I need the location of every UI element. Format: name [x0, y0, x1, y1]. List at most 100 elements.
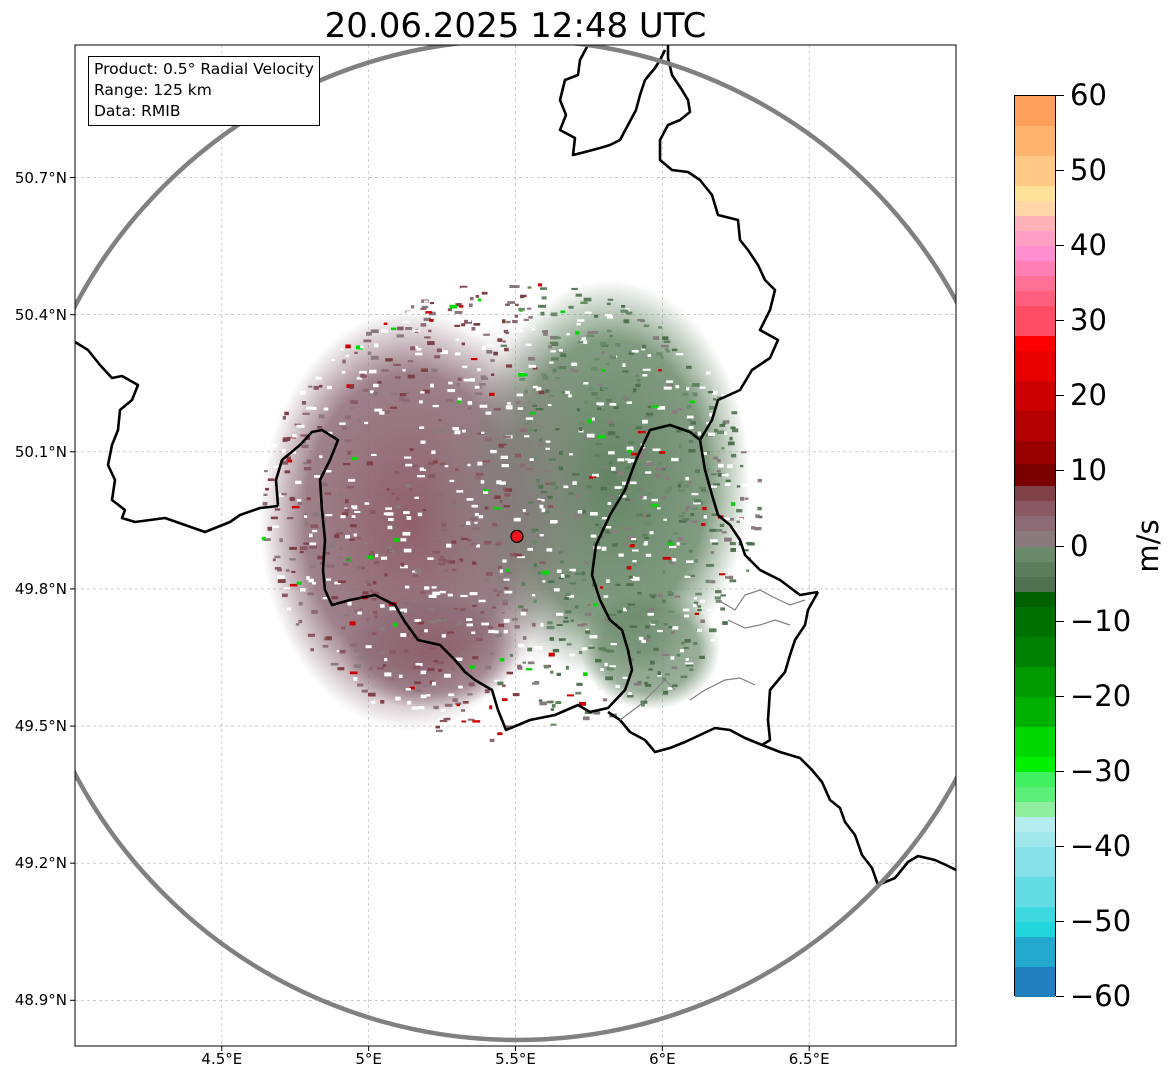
echo-gate	[423, 389, 430, 394]
echo-gate	[404, 602, 410, 605]
echo-gate	[448, 693, 455, 697]
echo-gate	[606, 666, 614, 671]
echo-gate	[471, 631, 476, 635]
echo-gate	[529, 412, 536, 415]
echo-gate	[755, 514, 760, 518]
echo-gate	[476, 544, 480, 548]
echo-gate	[395, 696, 401, 701]
echo-gate	[688, 426, 694, 430]
echo-gate	[709, 528, 718, 532]
echo-gate	[565, 593, 571, 597]
echo-gate	[710, 539, 718, 543]
echo-gate	[352, 506, 358, 510]
echo-gate	[534, 429, 538, 432]
echo-gate	[713, 456, 718, 460]
echo-gate	[624, 527, 632, 530]
echo-gate	[459, 285, 468, 289]
echo-gate	[485, 411, 492, 415]
echo-gate	[412, 604, 417, 607]
colorbar-tickmark	[1056, 545, 1064, 547]
echo-gate	[402, 369, 406, 372]
echo-gate	[613, 406, 619, 410]
echo-gate	[298, 501, 302, 505]
echo-gate	[394, 538, 399, 542]
echo-gate	[575, 331, 580, 335]
echo-gate	[667, 687, 673, 690]
echo-gate	[458, 685, 463, 689]
echo-gate	[379, 651, 385, 654]
echo-gate	[279, 538, 283, 543]
echo-gate	[640, 495, 644, 499]
echo-gate	[583, 382, 589, 385]
echo-gate	[342, 359, 346, 364]
echo-gate	[489, 705, 493, 710]
echo-gate	[635, 383, 641, 387]
echo-gate	[552, 487, 556, 491]
echo-gate	[481, 345, 486, 350]
echo-gate	[549, 394, 554, 397]
echo-gate	[289, 546, 297, 550]
echo-gate	[353, 649, 359, 653]
echo-gate	[697, 431, 701, 436]
echo-gate	[642, 496, 647, 500]
echo-gate	[663, 690, 668, 695]
echo-gate	[572, 689, 579, 692]
echo-gate	[628, 575, 633, 579]
echo-gate	[603, 466, 608, 469]
echo-gate	[386, 488, 390, 491]
echo-speckles	[261, 283, 763, 743]
echo-gate	[637, 591, 642, 595]
echo-gate	[289, 583, 298, 587]
colorbar-bin	[1015, 726, 1055, 758]
echo-gate	[284, 470, 291, 474]
echo-gate	[526, 688, 531, 692]
echo-gate	[307, 633, 315, 637]
luxembourg-districts	[619, 589, 806, 721]
echo-gate	[685, 662, 694, 665]
echo-gate	[678, 444, 682, 449]
echo-gate	[349, 538, 355, 541]
colorbar-bin	[1015, 801, 1055, 818]
echo-gate	[693, 500, 701, 505]
echo-gate	[323, 407, 329, 411]
echo-gate	[384, 672, 392, 677]
echo-gate	[501, 464, 509, 468]
echo-gate	[708, 628, 717, 633]
echo-gate	[499, 481, 506, 485]
echo-gate	[628, 692, 632, 695]
echo-gate	[375, 553, 379, 558]
echo-gate	[681, 641, 685, 645]
echo-gate	[438, 418, 442, 422]
echo-gate	[274, 508, 281, 511]
echo-gate	[478, 298, 481, 302]
echo-gate	[422, 684, 430, 687]
echo-gate	[419, 467, 427, 471]
echo-gate	[585, 630, 591, 634]
echo-gate	[643, 514, 651, 518]
echo-gate	[624, 498, 630, 502]
echo-gate	[407, 360, 414, 363]
echo-gate	[374, 615, 378, 619]
echo-gate	[488, 625, 493, 630]
echo-gate	[511, 285, 520, 288]
echo-gate	[366, 617, 370, 621]
echo-gate	[689, 439, 694, 443]
echo-gate	[531, 540, 538, 544]
echo-gate	[440, 555, 444, 559]
colorbar-tick-label: −10	[1070, 603, 1132, 638]
district-boundary-north	[717, 589, 806, 611]
echo-gate	[497, 590, 503, 594]
echo-gate	[616, 471, 625, 476]
echo-gate	[545, 389, 550, 393]
echo-gate	[479, 383, 486, 386]
echo-gate	[458, 558, 464, 562]
echo-gate	[504, 493, 511, 497]
echo-gate	[682, 518, 689, 521]
echo-gate	[708, 432, 716, 436]
echo-gate	[508, 405, 513, 408]
echo-gate	[583, 297, 592, 302]
echo-gate	[309, 533, 313, 538]
echo-gate	[367, 692, 376, 697]
echo-gate	[474, 521, 478, 524]
echo-gate	[528, 364, 537, 368]
